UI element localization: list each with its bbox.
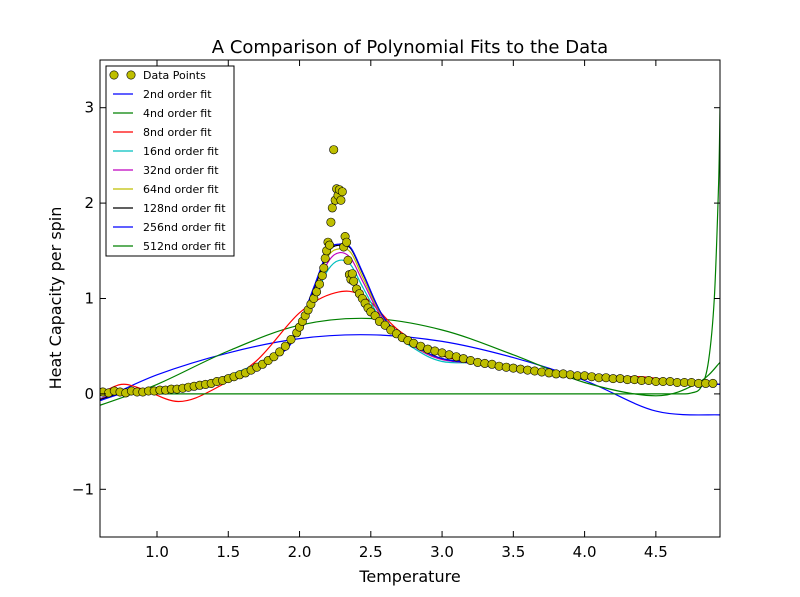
legend-label-1: 2nd order fit: [143, 88, 212, 101]
legend: Data Points 2nd order fit 4nd order fit 8nd…: [105, 65, 235, 257]
data-point: [314, 279, 324, 289]
chart-title: A Comparison of Polynomial Fits to the D…: [212, 37, 608, 58]
y-axis: −1 0 1 2 3: [72, 99, 720, 498]
data-point: [269, 352, 279, 362]
data-point: [337, 187, 347, 197]
legend-marker-data-points: [126, 70, 136, 80]
legend-label-2: 4nd order fit: [143, 107, 212, 120]
x-tick-label: 3.0: [430, 543, 454, 561]
data-point: [312, 287, 322, 297]
legend-label-8: 256nd order fit: [143, 221, 226, 234]
x-tick-label: 1.0: [145, 543, 169, 561]
y-tick-label: 1: [84, 290, 94, 308]
data-point: [317, 271, 327, 281]
y-tick-label: 3: [84, 99, 94, 117]
data-point: [324, 240, 334, 250]
data-point: [327, 203, 337, 213]
series-line-9: [100, 107, 720, 395]
x-tick-label: 1.5: [216, 543, 240, 561]
legend-box: [105, 65, 235, 257]
data-point: [280, 341, 290, 351]
scatter-group: [100, 145, 718, 398]
x-tick-label: 2.5: [359, 543, 383, 561]
x-tick-label: 4.5: [644, 543, 668, 561]
data-point: [708, 378, 718, 388]
data-point: [329, 145, 339, 155]
data-point: [320, 253, 330, 263]
data-point: [349, 276, 359, 286]
legend-label-data-points: Data Points: [143, 69, 206, 82]
data-point: [286, 334, 296, 344]
data-point: [326, 217, 336, 227]
x-axis-label: Temperature: [358, 567, 460, 586]
legend-label-4: 16nd order fit: [143, 145, 219, 158]
x-tick-label: 3.5: [501, 543, 525, 561]
data-point: [275, 347, 285, 357]
legend-label-7: 128nd order fit: [143, 202, 226, 215]
legend-marker-data-points: [109, 70, 119, 80]
data-point: [319, 263, 329, 273]
y-tick-label: 2: [84, 194, 94, 212]
x-axis: 1.0 1.5 2.0 2.5 3.0 3.5 4.0 4.5: [145, 60, 668, 561]
data-point: [336, 195, 346, 205]
data-point: [343, 255, 353, 265]
y-tick-label: −1: [72, 480, 94, 498]
y-tick-label: 0: [84, 385, 94, 403]
series-line-2: [100, 317, 720, 406]
x-tick-label: 4.0: [573, 543, 597, 561]
x-tick-label: 2.0: [288, 543, 312, 561]
legend-label-3: 8nd order fit: [143, 126, 212, 139]
data-point: [380, 320, 390, 330]
data-point: [342, 237, 352, 247]
data-point: [347, 269, 357, 279]
legend-label-5: 32nd order fit: [143, 164, 219, 177]
legend-label-9: 512nd order fit: [143, 240, 226, 253]
y-axis-label: Heat Capacity per spin: [46, 207, 65, 390]
legend-label-6: 64nd order fit: [143, 183, 219, 196]
